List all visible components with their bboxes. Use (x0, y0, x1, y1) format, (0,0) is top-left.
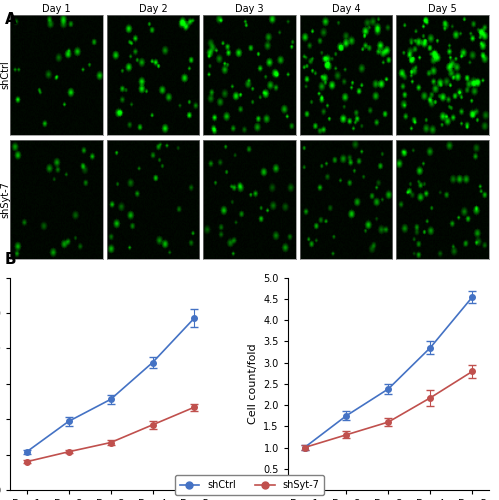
Title: Day 1: Day 1 (42, 4, 71, 14)
Title: Day 3: Day 3 (235, 4, 264, 14)
Text: B: B (5, 252, 16, 268)
Y-axis label: shSyt-7: shSyt-7 (1, 181, 11, 218)
Y-axis label: shCtrl: shCtrl (1, 60, 11, 90)
Text: A: A (5, 12, 17, 28)
Legend: shCtrl, shSyt-7: shCtrl, shSyt-7 (175, 476, 324, 495)
Title: Day 4: Day 4 (332, 4, 360, 14)
Title: Day 5: Day 5 (428, 4, 457, 14)
Y-axis label: Cell count/fold: Cell count/fold (248, 344, 257, 424)
Title: Day 2: Day 2 (139, 4, 167, 14)
